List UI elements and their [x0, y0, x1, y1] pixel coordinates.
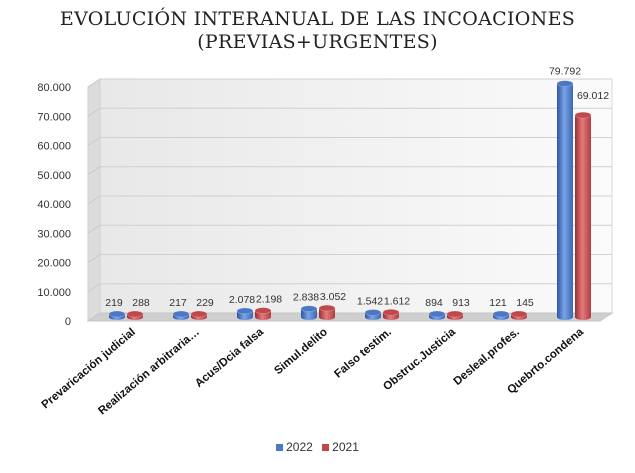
data-label: 217	[169, 297, 187, 309]
y-tick-label: 60.000	[37, 141, 71, 153]
x-tick-label: Falso testim.	[332, 326, 394, 380]
x-tick-label: Simul.delito	[272, 326, 330, 377]
bar-top-2022	[236, 307, 254, 315]
bar-top-2022	[492, 310, 510, 318]
data-label: 229	[196, 297, 214, 309]
bar-top-2021	[510, 310, 528, 318]
bar-top-2022	[364, 309, 382, 316]
data-label: 894	[425, 297, 443, 309]
y-tick-label: 30.000	[37, 228, 71, 240]
data-label: 1.612	[384, 295, 410, 307]
chart-legend: 2022 2021	[0, 440, 635, 454]
data-label: 79.792	[549, 66, 581, 78]
gridline-side	[87, 137, 101, 146]
gridline-side	[87, 254, 101, 263]
gridline-side	[87, 78, 101, 88]
data-label: 288	[132, 297, 150, 309]
bar-top-2021	[190, 310, 208, 318]
bar-top-2021	[574, 111, 592, 119]
bar-top-2021	[446, 310, 464, 318]
bar-top-2022	[556, 80, 574, 87]
gridline-side	[87, 283, 101, 293]
data-label: 69.012	[577, 90, 609, 102]
bar-top-2021	[382, 308, 400, 316]
y-tick-label: 10.000	[37, 287, 71, 299]
legend-item-2021: 2021	[322, 440, 359, 454]
y-tick-label: 80.000	[37, 82, 71, 94]
gridline-side	[87, 224, 101, 234]
bar-2022	[557, 83, 573, 320]
bar-top-2022	[108, 310, 126, 318]
bar-top-2022	[428, 310, 446, 318]
data-label: 2.838	[293, 292, 319, 304]
bar-top-2021	[126, 310, 144, 318]
x-tick-label: Acus/Dcia falsa	[193, 326, 266, 390]
data-label: 3.052	[320, 291, 346, 303]
y-tick-label: 50.000	[37, 170, 71, 182]
x-tick-label: Realización arbitraria…	[96, 326, 202, 417]
y-tick-label: 20.000	[37, 258, 71, 270]
data-label: 913	[452, 297, 470, 309]
y-tick-label: 40.000	[37, 199, 71, 211]
chart-title-line2: (PREVIAS+URGENTES)	[197, 31, 438, 53]
legend-item-2022: 2022	[276, 440, 313, 454]
legend-label-2021: 2021	[332, 440, 359, 454]
bar-top-2021	[254, 307, 272, 314]
legend-label-2022: 2022	[286, 440, 313, 454]
chart-title-line1: EVOLUCIÓN INTERANUAL DE LAS INCOACIONES	[59, 8, 576, 30]
bar-top-2022	[300, 305, 318, 312]
data-label: 121	[489, 297, 507, 309]
y-tick-label: 70.000	[37, 111, 71, 123]
x-tick-label: Desleal.profes.	[452, 326, 522, 388]
data-label: 1.542	[357, 295, 383, 307]
gridline-side	[87, 107, 101, 117]
data-label: 219	[105, 297, 123, 309]
legend-swatch-2022	[276, 444, 284, 451]
bar-2021	[575, 115, 591, 321]
y-tick-label: 0	[65, 316, 71, 328]
bar-top-2022	[172, 310, 190, 318]
legend-swatch-2021	[322, 444, 330, 451]
data-label: 145	[516, 297, 534, 309]
bar-2021	[319, 308, 335, 320]
gridline-side	[87, 195, 101, 205]
data-label: 2.198	[256, 294, 282, 306]
bar-2022	[301, 308, 317, 320]
gridline-side	[87, 166, 101, 176]
chart-title: EVOLUCIÓN INTERANUAL DE LAS INCOACIONES …	[0, 8, 635, 54]
data-label: 2.078	[229, 294, 255, 306]
bar-top-2021	[318, 304, 336, 312]
chart-floor	[86, 312, 614, 322]
